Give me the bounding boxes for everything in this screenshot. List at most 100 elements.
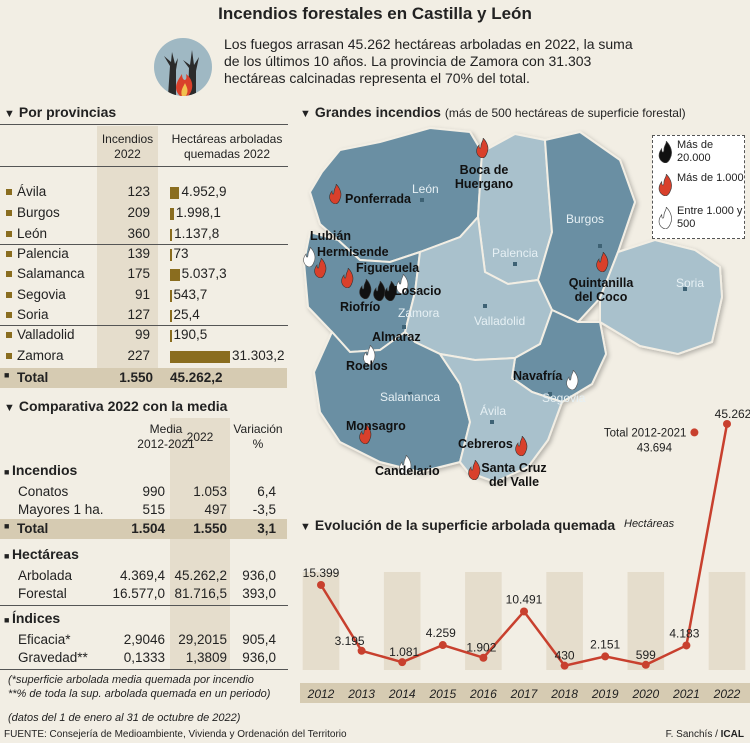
x-tick-label: 2015 (428, 687, 456, 701)
map-province-label: Valladolid (474, 314, 526, 328)
province-name: Soria (6, 307, 49, 322)
mayores-media: 515 (142, 502, 165, 517)
year-column-shade (546, 572, 583, 670)
data-point (682, 641, 691, 650)
total-marker (690, 428, 699, 437)
hectareas-group-label: ■ Hectáreas (4, 546, 79, 562)
mayores-2022: 497 (204, 502, 227, 517)
province-incendios: 227 (127, 348, 150, 363)
evolution-heading: ▼ Evolución de la superficie arbolada que… (300, 517, 616, 533)
fire-icon (303, 247, 316, 267)
province-incendios: 99 (134, 327, 150, 342)
arbolada-variacion: 936,0 (242, 568, 276, 583)
province-hectareas-bar (170, 330, 172, 342)
province-name: Salamanca (6, 266, 85, 281)
fire-icon (359, 279, 372, 299)
fire-icon (384, 281, 397, 301)
data-point (438, 641, 447, 650)
data-point (317, 580, 325, 589)
credit: F. Sanchís / ICAL (665, 729, 744, 740)
province-name: Palencia (6, 246, 69, 261)
province-hectareas-bar (170, 290, 172, 302)
data-label: 1.902 (466, 641, 496, 655)
indices-group-label: ■ Índices (4, 610, 61, 626)
data-point (520, 607, 528, 616)
x-tick-label: 2020 (631, 687, 659, 701)
data-label: 45.262 (715, 407, 750, 421)
province-name: Zamora (6, 348, 64, 363)
gravedad-variacion: 936,0 (242, 650, 276, 665)
provincias-total-row: ■ Total 1.550 45.262,2 (0, 368, 287, 388)
fire-label: Monsagro (346, 419, 406, 433)
divider (0, 669, 288, 670)
province-hectareas-bar (170, 208, 174, 220)
map-province-label: Zamora (398, 306, 440, 320)
map-province-label: Palencia (492, 246, 539, 260)
evolution-chart: 15.399 2012 3.195 2013 1.081 2014 4.259 2015 1.9… (300, 380, 750, 710)
fire-icon (399, 455, 412, 475)
fire-label: Riofrío (340, 300, 381, 314)
data-label: 430 (555, 649, 575, 663)
divider (0, 244, 288, 245)
arbolada-label: Arbolada (18, 568, 73, 583)
map-province-label: Soria (676, 276, 705, 290)
x-tick-label: 2018 (550, 687, 578, 701)
province-incendios: 360 (127, 226, 150, 241)
province-hectareas-bar (170, 187, 180, 199)
evolution-chart-svg: 15.399 2012 3.195 2013 1.081 2014 4.259 2015 1.9… (300, 407, 750, 703)
province-hectareas-value: 5.037,3 (181, 266, 227, 281)
fire-icon (566, 370, 579, 390)
province-hectareas-value: 4.952,9 (181, 184, 227, 199)
province-incendios: 139 (127, 246, 150, 261)
fire-icon (396, 274, 409, 294)
province-hectareas-value: 543,7 (173, 287, 208, 302)
fire-label: Navafría (513, 369, 563, 383)
x-tick-label: 2022 (713, 687, 741, 701)
x-tick-label: 2017 (510, 687, 539, 701)
province-name: Ávila (6, 184, 46, 199)
fire-label: Quintanilla del Coco (568, 276, 634, 304)
province-incendios: 209 (127, 205, 150, 220)
map-legend: Más de 20.000 Más de 1.000 Entre 1.000 y 5… (652, 135, 745, 239)
data-label: 2.151 (590, 637, 620, 651)
comparativa-total-row: ■ Total 1.504 1.550 3,1 (0, 519, 287, 539)
fire-icon (363, 345, 376, 365)
province-hectareas-value: 1.998,1 (175, 205, 221, 220)
fire-label: Almaraz (372, 330, 421, 344)
province-incendios: 123 (127, 184, 150, 199)
data-point (641, 660, 650, 669)
col-2022-header: 2022 (186, 430, 214, 444)
map-province-label: Salamanca (380, 390, 441, 404)
x-tick-label: 2016 (469, 687, 497, 701)
col-hectareas-header: Hectáreas arboladas quemadas 2022 (171, 132, 283, 161)
map-province-label: Segovia (542, 391, 586, 405)
fire-label: Boca de Huergano (454, 163, 514, 191)
province-hectareas-bar (170, 351, 230, 363)
data-label: 4.259 (426, 626, 456, 640)
divider (0, 605, 288, 606)
data-point (357, 646, 366, 655)
fire-icon (341, 268, 354, 288)
forest-fire-icon (154, 38, 212, 96)
x-tick-label: 2014 (388, 687, 416, 701)
fire-icon (476, 138, 489, 158)
province-hectareas-value: 25,4 (173, 307, 200, 322)
map-province-label: Burgos (566, 212, 605, 226)
provincias-heading: ▼ Por provincias (4, 104, 117, 120)
fire-label: Santa Cruz del Valle (481, 461, 547, 489)
province-hectareas-value: 31.303,2 (232, 348, 285, 363)
fire-icon (658, 174, 672, 196)
total-label: Total 2012-2021 (604, 427, 686, 439)
divider (0, 325, 288, 326)
fire-label: Cebreros (458, 437, 513, 451)
source-note: FUENTE: Consejería de Medioambiente, Viv… (4, 729, 347, 740)
data-point (479, 653, 488, 662)
province-name: Valladolid (6, 327, 75, 342)
data-label: 1.081 (389, 645, 419, 659)
col-media-header: Media 2012-2021 (137, 422, 195, 451)
province-hectareas-value: 190,5 (173, 327, 208, 342)
arbolada-media: 4.369,4 (119, 568, 165, 583)
province-hectareas-bar (170, 269, 180, 281)
province-hectareas-value: 1.137,8 (174, 226, 220, 241)
data-label: 15.399 (303, 566, 340, 580)
